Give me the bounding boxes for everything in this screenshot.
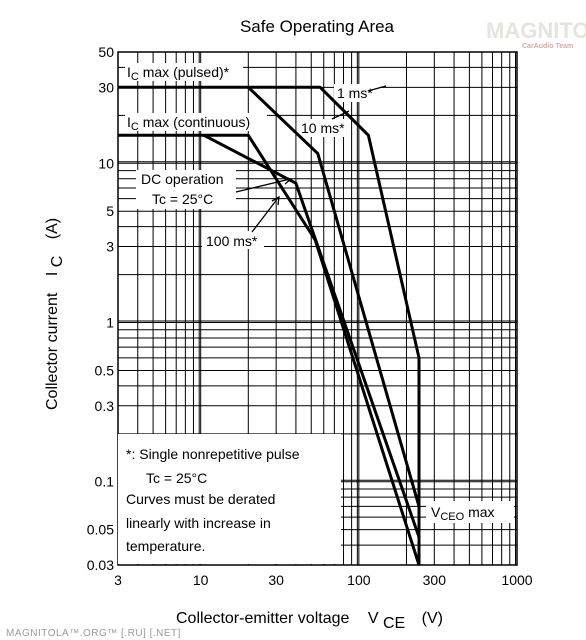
- annotation-ic-pulsed: IC max (pulsed)*: [127, 64, 230, 83]
- y-tick-label: 3: [106, 239, 114, 255]
- arrow-1ms: [367, 85, 387, 92]
- y-tick-label: 30: [98, 79, 114, 95]
- y-tick-label: 1: [106, 315, 114, 331]
- y-tick-label: 5: [106, 203, 114, 219]
- y-axis-label-main: Collector current: [44, 292, 61, 410]
- label-bg-ic-continuous: [125, 113, 267, 131]
- annotation-ic-pulsed-symbol: I: [127, 64, 131, 80]
- x-tick-label: 3: [114, 572, 122, 588]
- label-bg-one-ms: [334, 84, 380, 102]
- y-tick-label: 0.3: [95, 398, 115, 414]
- x-axis-label-main: Collector-emitter voltage: [176, 610, 350, 627]
- annotation-10ms: 10 ms*: [301, 120, 345, 136]
- x-axis-label-symbol: V: [368, 610, 379, 627]
- series-line-100ms: [203, 133, 421, 538]
- note-line-5: temperature.: [126, 538, 205, 554]
- note: *: Single nonrepetitive pulse Tc = 25°C …: [126, 446, 300, 554]
- label-bg-ic-pulsed: [125, 63, 243, 81]
- label-bg-hundred-ms: [202, 231, 264, 249]
- y-tick-label: 0.05: [87, 522, 114, 538]
- annotation-1ms: 1 ms*: [337, 85, 373, 101]
- arrow-dc: [235, 178, 291, 193]
- label-bg-vceo: [426, 501, 514, 523]
- watermark-logo: MAGNITOLA: [486, 18, 586, 43]
- x-tick-label: 100: [347, 572, 371, 588]
- annotation-vceo-symbol: V: [431, 504, 441, 520]
- annotation-100ms: 100 ms*: [206, 233, 258, 249]
- annotation-ic-continuous-subscript: C: [131, 121, 139, 133]
- plot-frame: [117, 51, 518, 566]
- x-tick-label: 30: [268, 572, 284, 588]
- annotation-ic-continuous-text: max (continuous): [139, 114, 250, 130]
- annotation-ic-pulsed-subscript: C: [131, 71, 139, 83]
- annotation-vceo-max: VCEO max: [431, 504, 495, 523]
- arrow-100ms-head: [271, 195, 280, 206]
- note-box: [118, 434, 341, 564]
- y-axis-label: Collector current I C (A): [44, 218, 66, 410]
- note-line-2: Tc = 25°C: [146, 470, 207, 486]
- annotation-vceo-text: max: [464, 504, 494, 520]
- annotation-vceo-subscript: CEO: [440, 511, 464, 523]
- series-line-dc: [118, 133, 421, 566]
- note-line-4: linearly with increase in: [126, 515, 271, 531]
- annotation-ic-continuous-symbol: I: [127, 114, 131, 130]
- tick-labels: 3 10 30 100 300 1000 0.03 0.05 0.1 0.3 0.5 1 3 5 10 30 5…: [87, 44, 533, 588]
- y-axis-label-subscript: C: [49, 256, 66, 268]
- y-axis-label-symbol: I: [44, 272, 61, 276]
- y-tick-label: 0.1: [95, 474, 115, 490]
- y-tick-label: 10: [98, 155, 114, 171]
- annotation-ic-continuous: IC max (continuous): [127, 114, 250, 133]
- arrow-10ms: [331, 110, 350, 120]
- footer-watermark: MAGNITOLA™.ORG™ [.RU] [.NET]: [6, 628, 181, 639]
- note-line-3: Curves must be derated: [126, 491, 275, 507]
- x-axis-label: Collector-emitter voltage V CE (V): [176, 610, 443, 632]
- annotation-ic-pulsed-text: max (pulsed)*: [139, 64, 230, 80]
- watermark-subtext: CarAudio Team: [522, 43, 573, 50]
- x-tick-label: 300: [423, 572, 447, 588]
- y-tick-label: 50: [98, 44, 114, 60]
- curves: [118, 85, 421, 566]
- y-tick-label: 0.5: [95, 362, 115, 378]
- note-line-1: *: Single nonrepetitive pulse: [126, 446, 300, 462]
- x-axis-label-unit: (V): [422, 610, 443, 627]
- series-line-1ms: [118, 85, 421, 565]
- x-axis-label-subscript: CE: [383, 615, 405, 632]
- arrow-100ms: [251, 197, 279, 233]
- annotation-dc-line1: DC operation: [141, 171, 224, 187]
- chart-title: Safe Operating Area: [240, 17, 395, 36]
- label-bg-ten-ms: [298, 119, 350, 137]
- arrows: [235, 85, 387, 233]
- arrow-dc-head: [282, 176, 293, 185]
- y-tick-label: 0.03: [87, 557, 114, 573]
- annotation-dc-line2: Tc = 25°C: [152, 191, 213, 207]
- y-axis-label-unit: (A): [44, 218, 61, 239]
- label-bg-dc: [136, 170, 236, 209]
- x-tick-label: 1000: [501, 572, 532, 588]
- x-tick-label: 10: [193, 572, 209, 588]
